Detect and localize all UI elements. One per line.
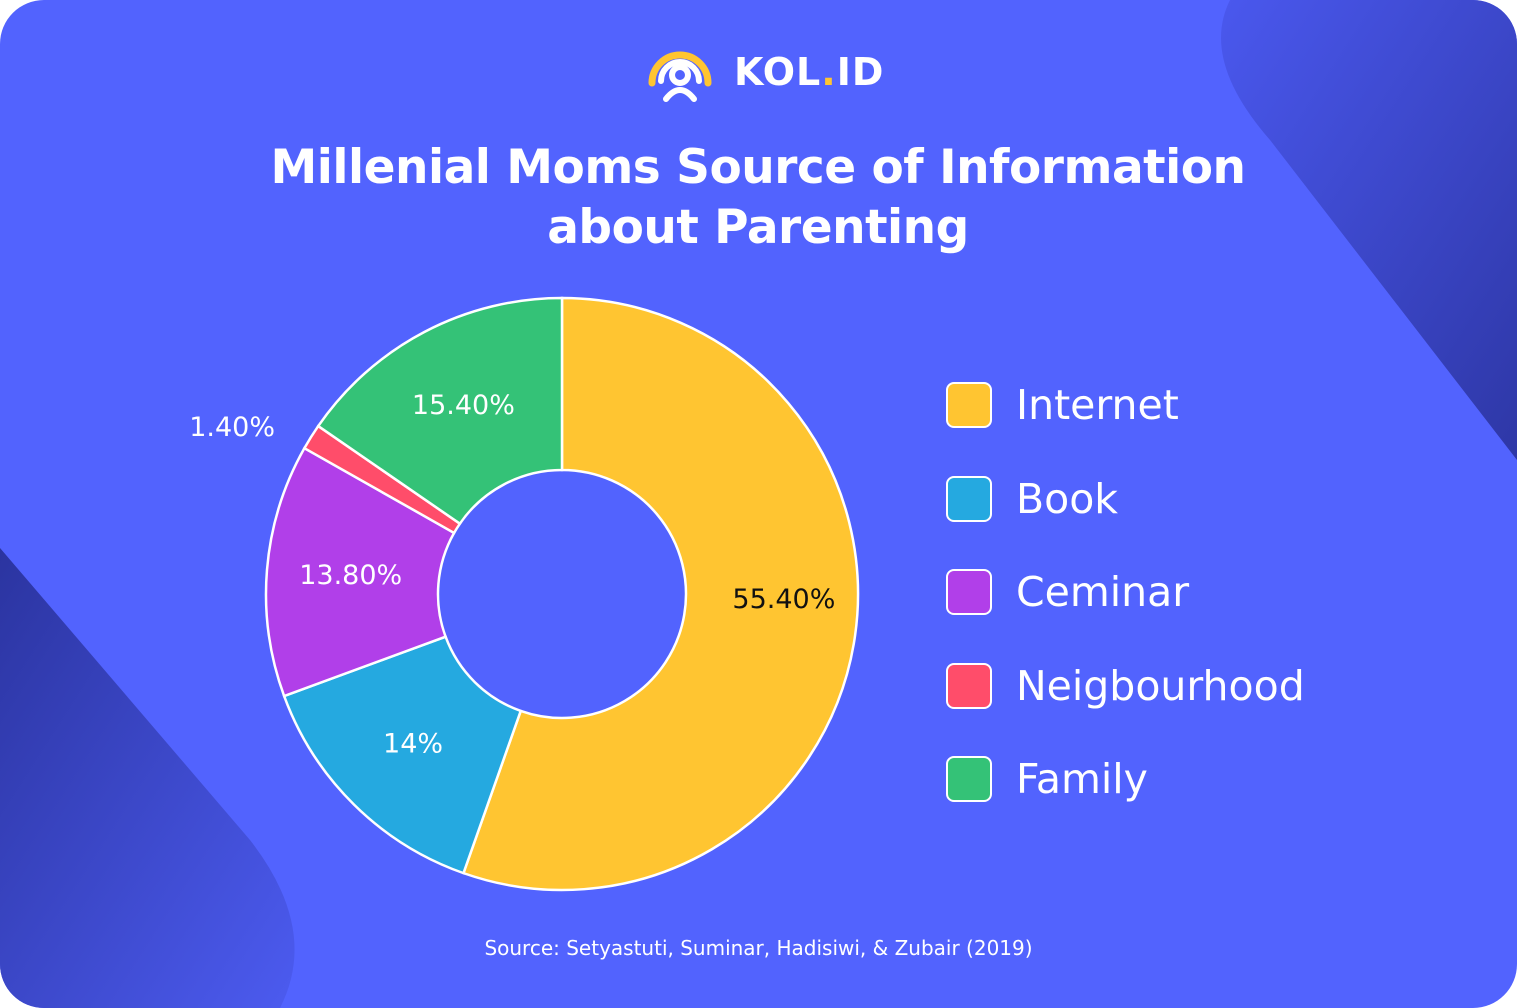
legend-swatch-book (946, 475, 992, 522)
slice-family (316, 296, 564, 526)
data-label-ceminar: 13.80% (299, 560, 402, 591)
data-label-neigbourhood: 1.40% (189, 412, 275, 443)
legend-swatch-neigbourhood (946, 662, 992, 709)
brand-logo: KOL.ID (646, 40, 884, 104)
data-label-internet: 55.40% (732, 584, 835, 615)
brand-name: KOL.ID (734, 50, 885, 94)
source-note: Source: Setyastuti, Suminar, Hadisiwi, &… (484, 936, 1033, 960)
brand-dot: . (821, 50, 837, 94)
legend-label-ceminar: Ceminar (1016, 568, 1190, 616)
chart-title-line-2: about Parenting (547, 200, 969, 255)
legend-label-book: Book (1016, 474, 1119, 523)
chart-title-line-1: Millenial Moms Source of Information (270, 140, 1246, 195)
chart-title: Millenial Moms Source of Information abo… (208, 138, 1308, 258)
data-label-book: 14% (383, 728, 443, 759)
legend-swatch-ceminar (946, 569, 992, 615)
legend-item-ceminar: Ceminar (946, 567, 1305, 617)
legend-item-book: Book (946, 474, 1305, 524)
legend-label-neigbourhood: Neigbourhood (1016, 661, 1305, 710)
legend-item-family: Family (946, 754, 1305, 804)
legend-swatch-family (946, 756, 992, 802)
legend-item-internet: Internet (946, 380, 1305, 430)
legend-label-internet: Internet (1016, 381, 1179, 429)
kol-logo-icon (648, 51, 712, 102)
data-label-family: 15.40% (412, 390, 515, 421)
legend-label-family: Family (1016, 755, 1148, 803)
legend-swatch-internet (946, 382, 992, 428)
legend-item-neigbourhood: Neigbourhood (946, 661, 1305, 711)
slice-ceminar (264, 446, 456, 698)
slice-book (282, 635, 523, 875)
chart-legend: Internet Book Ceminar Neigbourhood Family (946, 380, 1305, 848)
